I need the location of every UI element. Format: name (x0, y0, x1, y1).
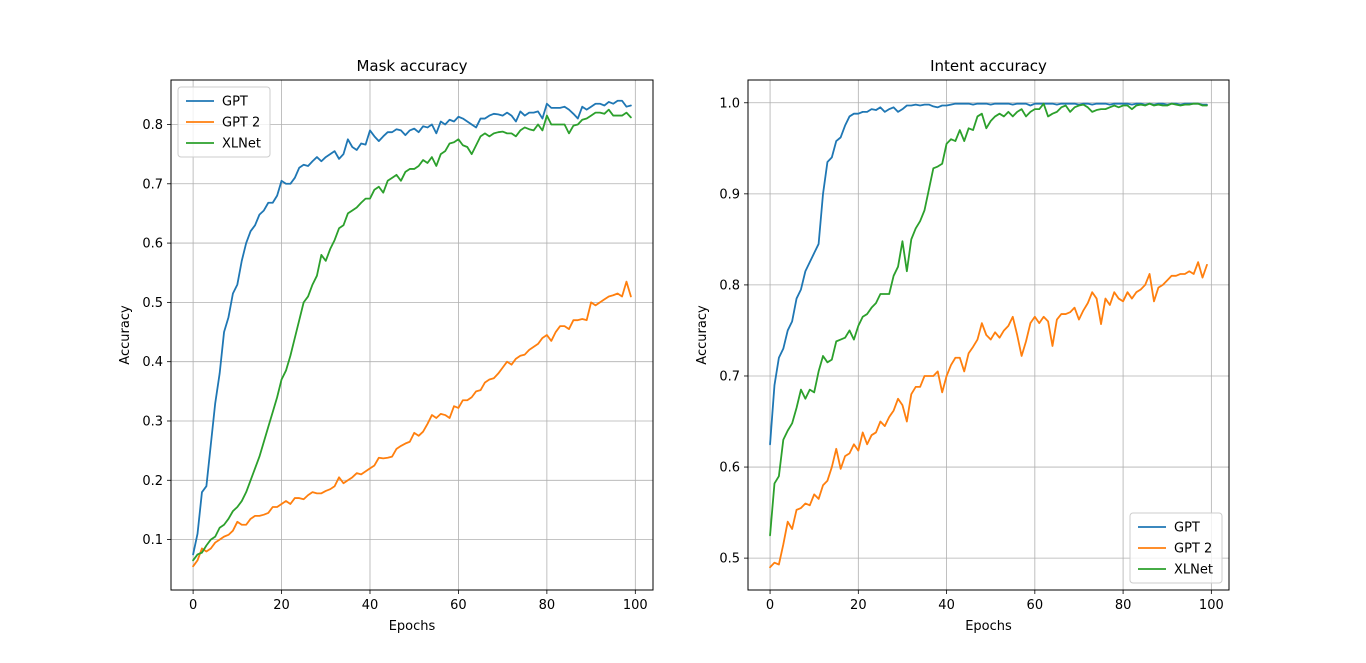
mask-x-tick-label: 20 (273, 598, 290, 613)
intent-series-group (769, 102, 1208, 569)
intent-x-tick-label: 20 (850, 598, 867, 613)
intent-x-axis-label: Epochs (965, 619, 1012, 634)
intent-y-tick-label: 0.8 (719, 278, 740, 293)
mask-axes-frame (170, 79, 654, 591)
intent-axes-frame (747, 79, 1230, 591)
intent-y-tick-label: 0.6 (719, 461, 740, 476)
mask-accuracy-panel: 0 20 40 60 80 100 0.1 0.2 0.3 0.4 0.5 0.6 0.7 0.8 Mask… (118, 57, 654, 634)
intent-series-line-gpt2 (769, 261, 1208, 569)
intent-y-tick-label: 0.7 (719, 369, 740, 384)
mask-y-axis-label: Accuracy (118, 305, 133, 365)
mask-x-tick-label: 80 (539, 598, 556, 613)
mask-x-tick-label: 60 (450, 598, 467, 613)
mask-y-tick-label: 0.5 (142, 296, 163, 311)
mask-y-tick-label: 0.6 (142, 237, 163, 252)
intent-legend-label-xlnet: XLNet (1174, 563, 1213, 578)
mask-x-tick-label: 100 (623, 598, 648, 613)
intent-x-tick-label: 80 (1115, 598, 1132, 613)
mask-series-group (192, 99, 632, 568)
intent-y-tick-label: 0.5 (719, 552, 740, 567)
mask-y-tick-label: 0.7 (142, 177, 163, 192)
mask-x-axis-label: Epochs (389, 619, 436, 634)
mask-legend-label-gpt: GPT (222, 95, 248, 110)
mask-x-tick-label: 0 (189, 598, 197, 613)
mask-y-tick-label: 0.3 (142, 414, 163, 429)
intent-chart-title: Intent accuracy (930, 57, 1047, 75)
mask-y-tick-label: 0.2 (142, 474, 163, 489)
mask-legend-box (177, 86, 271, 158)
mask-series-line-gpt2 (192, 280, 632, 568)
intent-legend-label-gpt2: GPT 2 (1174, 542, 1212, 557)
intent-x-tick-label: 0 (766, 598, 774, 613)
mask-series-line-xlnet (192, 108, 632, 562)
intent-x-tick-label: 60 (1027, 598, 1044, 613)
intent-y-tick-label: 0.9 (719, 187, 740, 202)
mask-y-tick-label: 0.1 (142, 533, 163, 548)
intent-legend: GPT GPT 2 XLNet (1129, 512, 1223, 584)
mask-legend-label-gpt2: GPT 2 (222, 116, 260, 131)
mask-legend: GPT GPT 2 XLNet (177, 86, 271, 158)
intent-legend-box (1129, 512, 1223, 584)
mask-legend-label-xlnet: XLNet (222, 137, 261, 152)
mask-chart-title: Mask accuracy (356, 57, 467, 75)
mask-y-tick-label: 0.8 (142, 118, 163, 133)
intent-x-tick-label: 40 (938, 598, 955, 613)
intent-legend-label-gpt: GPT (1174, 521, 1200, 536)
mask-x-tick-label: 40 (362, 598, 379, 613)
mask-series-line-gpt (192, 99, 632, 556)
intent-series-line-gpt (769, 102, 1208, 446)
intent-x-tick-label: 100 (1199, 598, 1224, 613)
intent-accuracy-panel: 0 20 40 60 80 100 0.5 0.6 0.7 0.8 0.9 1.0 Intent acc… (695, 57, 1230, 634)
intent-y-tick-label: 1.0 (719, 96, 740, 111)
mask-y-tick-label: 0.4 (142, 355, 163, 370)
intent-series-line-xlnet (769, 102, 1208, 537)
intent-y-axis-label: Accuracy (695, 305, 710, 365)
